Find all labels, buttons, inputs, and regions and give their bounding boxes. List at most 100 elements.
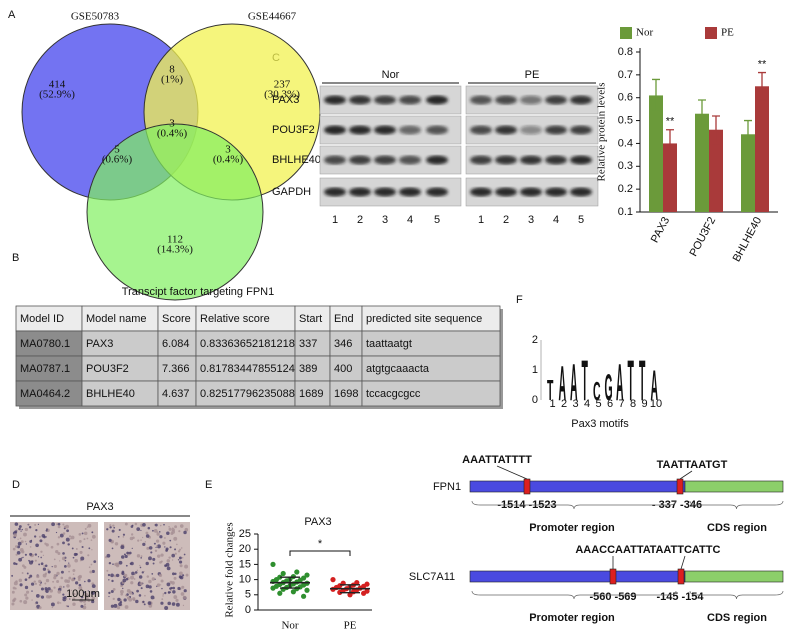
cell	[23, 565, 27, 569]
site-pointer	[496, 465, 528, 480]
cell	[78, 540, 82, 543]
motif-letter: A	[559, 357, 567, 411]
cell	[148, 556, 152, 561]
data-point	[270, 585, 276, 591]
cds-bar	[684, 570, 784, 583]
cell	[44, 542, 47, 545]
cell	[108, 579, 110, 581]
cell	[15, 562, 18, 566]
cell	[182, 595, 187, 600]
cell	[126, 596, 131, 600]
cell	[168, 556, 171, 559]
cell	[77, 578, 81, 581]
cell	[109, 524, 112, 527]
region-brace	[471, 590, 677, 600]
promoter-bar	[469, 570, 686, 583]
lane-number: 5	[434, 214, 440, 226]
lane-number: 4	[407, 214, 413, 226]
table-text: 4.637	[162, 388, 190, 400]
motif-letter: A	[651, 362, 659, 410]
cell	[40, 562, 44, 566]
cell	[14, 587, 17, 590]
cell	[124, 522, 128, 526]
blot-band	[324, 187, 346, 197]
set-label: GSE50783	[71, 11, 120, 23]
motif-caption: Pax3 motifs	[571, 418, 629, 430]
cell	[164, 546, 166, 548]
cell	[75, 548, 78, 550]
x-tick-label: Nor	[281, 620, 298, 632]
cell	[14, 530, 18, 534]
cell	[17, 538, 19, 540]
cell	[112, 563, 114, 565]
gene-name: FPN1	[433, 481, 461, 493]
bar	[663, 143, 677, 212]
cell	[72, 573, 75, 575]
cell	[168, 527, 172, 531]
table-cell	[15, 305, 83, 332]
blot-band	[349, 155, 371, 165]
cell	[171, 602, 176, 606]
table-header: End	[334, 313, 354, 325]
data-point	[330, 577, 336, 583]
cell	[15, 545, 18, 548]
cell	[120, 589, 124, 594]
cell	[37, 523, 40, 525]
table-text: MA0464.2	[20, 388, 70, 400]
cell	[179, 524, 184, 528]
cell	[164, 537, 166, 539]
cell	[181, 585, 185, 589]
cell	[131, 591, 134, 594]
cell	[34, 559, 37, 562]
cell	[78, 585, 83, 590]
cell	[28, 526, 32, 529]
table-text: BHLHE40	[86, 388, 135, 400]
cell	[57, 525, 61, 529]
cell	[119, 600, 123, 604]
cell	[25, 596, 29, 600]
significance: **	[758, 58, 767, 70]
cell	[62, 532, 66, 535]
cell	[21, 550, 25, 554]
cell	[138, 575, 143, 579]
cell	[108, 538, 112, 542]
cell	[135, 599, 139, 604]
panel-label: E	[205, 479, 212, 491]
error-bar	[652, 78, 660, 113]
cell	[139, 566, 142, 569]
cell	[26, 590, 30, 594]
cell	[50, 602, 55, 607]
cell	[178, 560, 183, 564]
blot-band	[520, 125, 542, 135]
cell	[139, 581, 143, 586]
region-count: 414	[49, 79, 66, 91]
region-percent: (30.3%)	[264, 89, 300, 101]
cell	[165, 547, 169, 551]
cell	[162, 595, 164, 597]
cell	[134, 522, 138, 526]
table-cell	[15, 330, 83, 357]
cell	[89, 570, 93, 574]
cell	[88, 547, 91, 550]
table-cell	[294, 355, 331, 382]
cell	[110, 590, 114, 594]
significance: **	[666, 116, 675, 128]
cell	[84, 603, 87, 606]
table-text: 0.817834478551241	[200, 363, 301, 375]
group-label: Nor	[382, 69, 400, 81]
cell	[160, 584, 162, 586]
cell	[88, 566, 91, 569]
cell	[120, 592, 124, 596]
cell	[140, 587, 143, 590]
table-text: 337	[299, 338, 317, 350]
site-sequence: TAATTCATTC	[650, 544, 721, 556]
region-percent: (0.4%)	[213, 154, 244, 166]
cell	[84, 527, 87, 530]
cell	[75, 581, 79, 585]
blot-band	[324, 155, 346, 165]
cell	[178, 530, 181, 533]
motif-position: 10	[650, 398, 662, 410]
cell	[168, 591, 170, 593]
blot-label: PAX3	[272, 94, 299, 106]
motif-letter: C	[593, 378, 601, 407]
